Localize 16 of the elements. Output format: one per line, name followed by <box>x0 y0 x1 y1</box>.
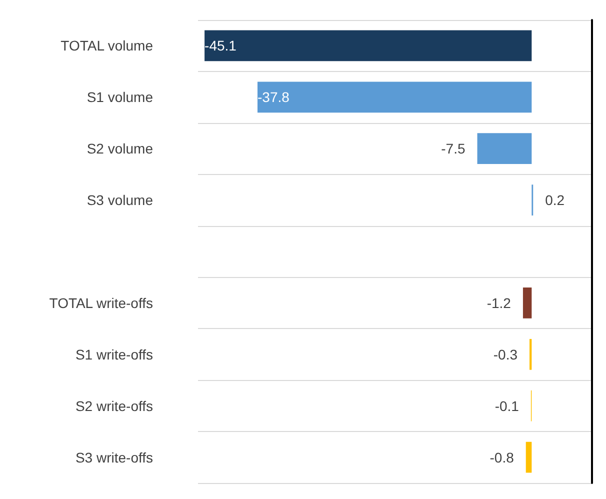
data-label: -45.1 <box>204 38 237 54</box>
data-label: -1.2 <box>486 294 512 311</box>
data-label: -0.3 <box>493 346 518 362</box>
data-label: -0.8 <box>490 449 514 466</box>
y-tick-label: TOTAL write-offs <box>49 294 153 311</box>
y-tick-label: S2 write-offs <box>75 398 153 414</box>
y-tick-label: S3 volume <box>86 192 154 208</box>
y-tick-label: S1 volume <box>86 89 154 106</box>
data-label: -7.5 <box>441 140 466 157</box>
data-label: -37.8 <box>257 89 290 106</box>
y-tick-label: S3 write-offs <box>75 449 153 466</box>
y-tick-label: TOTAL volume <box>60 38 154 54</box>
y-tick-label: S2 volume <box>86 140 154 157</box>
data-label: 0.2 <box>545 192 565 208</box>
data-label: -0.1 <box>494 398 520 414</box>
y-tick-label: S1 write-offs <box>75 346 153 362</box>
